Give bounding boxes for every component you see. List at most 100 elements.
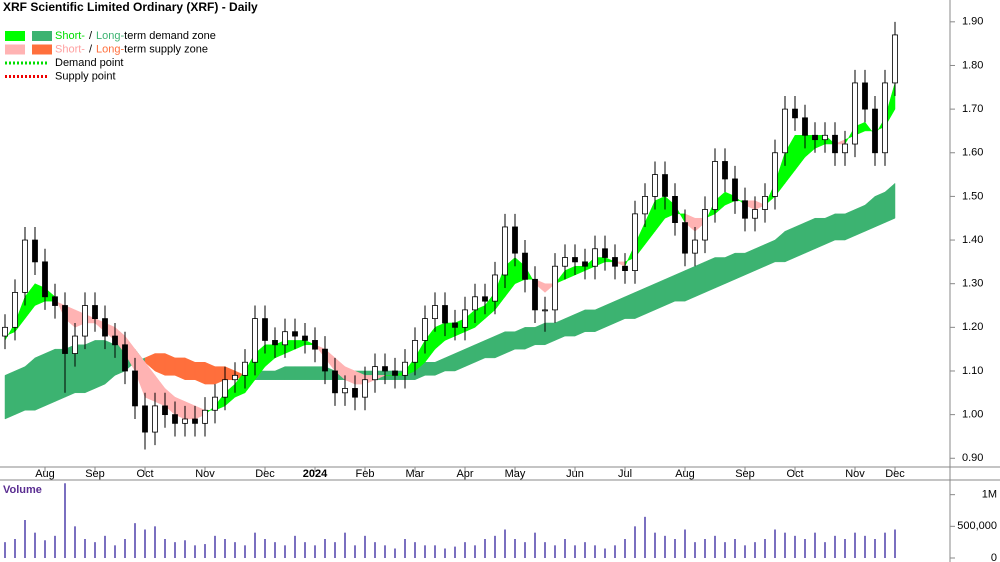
candle-body [692,239,698,254]
long-zone [494,331,506,359]
volume-bar [764,539,766,558]
volume-bar [34,532,36,558]
candle-body [152,405,158,433]
long-zone [24,357,36,411]
long-zone [264,370,276,380]
long-zone [564,313,576,337]
volume-bar [814,532,816,558]
volume-bar [444,548,446,558]
candle-body [352,388,358,398]
volume-bar [244,545,246,558]
long-zone [784,226,796,263]
candle-body [652,174,658,197]
volume-bar [774,529,776,558]
volume-bar [54,535,56,558]
candle-body [142,405,148,433]
volume-bar [314,545,316,558]
candle-body [302,335,308,341]
candle-body [412,340,418,363]
short-zone [564,265,576,280]
volume-bar [494,535,496,558]
candle-body [762,196,768,210]
volume-bar [384,545,386,558]
volume-bar [794,535,796,558]
x-tick-label: Dec [885,468,905,480]
candle-body [2,326,8,337]
candle-body [22,239,28,293]
long-zone [654,278,666,311]
candle-body [472,296,478,311]
candle-body [342,388,348,394]
candle-body [502,226,508,276]
legend-swatch [5,44,25,55]
volume-bar [534,532,536,558]
volume-bar [44,540,46,558]
candle-body [272,340,278,346]
volume-bar [284,545,286,558]
long-zone [664,274,676,306]
volume-bar [424,545,426,558]
volume-bar [364,535,366,558]
x-tick-label: Apr [456,468,473,480]
volume-bar [604,548,606,558]
candle-body [672,196,678,223]
volume-bar [734,539,736,558]
long-zone [604,300,616,328]
candle-body [442,305,448,324]
long-zone [744,248,756,276]
volume-bar [184,540,186,558]
volume-bar [664,535,666,558]
long-zone [14,366,26,416]
candle-body [242,361,248,376]
candle-body [162,405,168,416]
volume-bar [64,483,66,558]
long-zone [464,344,476,367]
candle-body [622,265,628,271]
volume-bar [524,542,526,558]
volume-tick-label: 1M [982,489,997,501]
long-zone [504,331,516,354]
legend-text: Supply point [55,70,116,82]
y-tick-label: 1.30 [962,278,983,290]
short-zone [344,366,356,385]
long-zone [184,357,196,380]
candle-body [482,296,488,302]
long-zone [754,244,766,271]
volume-bar [624,539,626,558]
long-zone [694,261,706,298]
volume-bar [844,539,846,558]
long-zone [674,270,686,302]
volume-bar [434,545,436,558]
candle-body [842,143,848,154]
volume-bar [684,529,686,558]
volume-bar [754,542,756,558]
long-zone [194,362,206,385]
long-zone [154,353,166,376]
volume-bar [294,535,296,558]
x-tick-label: Oct [136,468,153,480]
candle-body [492,274,498,302]
long-zone [284,366,296,380]
volume-bar [894,529,896,558]
long-zone [734,252,746,280]
short-zone [794,135,806,171]
long-zone [44,348,56,407]
long-zone [424,362,436,376]
volume-bar [234,542,236,558]
candle-body [252,318,258,363]
volume-bar [804,539,806,558]
legend-swatch [32,44,52,55]
long-zone [164,353,176,376]
volume-bar [24,520,26,558]
legend-text: / [89,30,93,42]
candle-body [222,379,228,398]
x-tick-label: Oct [786,468,803,480]
long-zone [764,239,776,267]
candle-body [532,278,538,311]
y-tick-label: 0.90 [962,452,983,464]
candle-body [582,261,588,267]
y-tick-label: 1.50 [962,190,983,202]
legend-text: Short- [55,30,85,42]
long-zone [544,322,556,346]
